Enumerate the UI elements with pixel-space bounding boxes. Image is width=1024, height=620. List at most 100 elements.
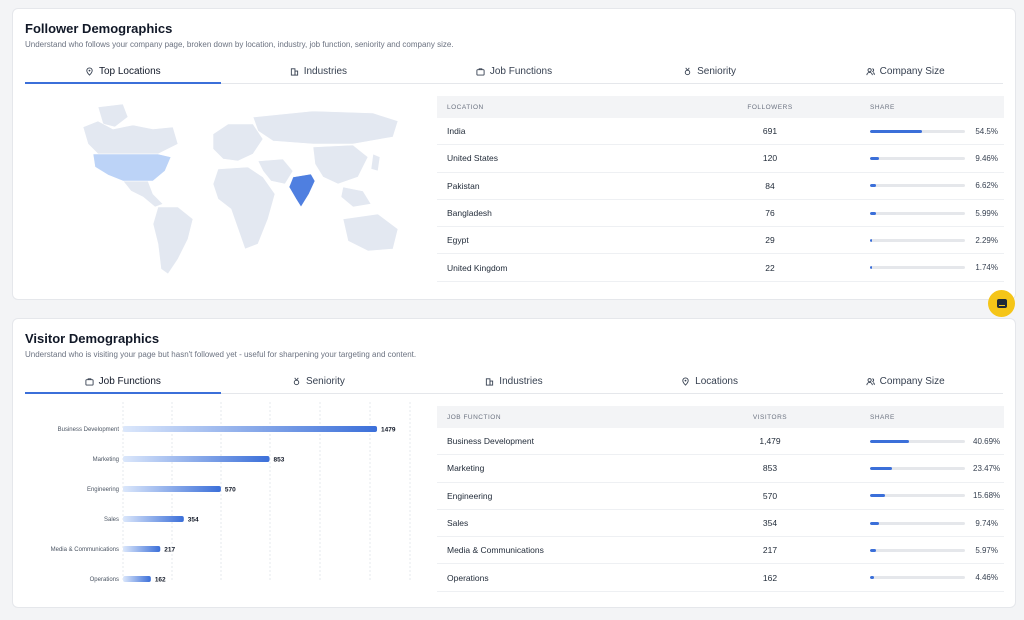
category-label: Engineering <box>87 487 119 493</box>
row-share: 5.99% <box>870 209 1004 218</box>
row-count: 1,479 <box>759 436 781 447</box>
tab-label: Seniority <box>697 65 737 77</box>
table-row: Engineering 570 15.68% <box>437 483 1004 510</box>
row-name: Egypt <box>447 235 469 246</box>
row-name: Sales <box>447 518 469 529</box>
follower-subtitle: Understand who follows your company page… <box>25 40 454 49</box>
column-header: FOLLOWERS <box>747 103 793 111</box>
column-header: JOB FUNCTION <box>447 413 502 421</box>
row-share: 9.46% <box>870 154 1004 163</box>
share-bar-fill <box>870 156 879 160</box>
share-bar-fill <box>870 494 885 498</box>
job-function-bar-chart: Business Development 1479 Marketing 853 Engi… <box>51 402 411 584</box>
visitor-tab-locations[interactable]: Locations <box>612 369 808 393</box>
column-header: SHARE <box>870 413 895 421</box>
share-bar-fill <box>870 129 922 133</box>
share-percent: 5.97% <box>975 545 998 555</box>
row-share: 2.29% <box>870 236 1004 245</box>
share-bar <box>870 548 965 552</box>
bar-value-label: 570 <box>225 487 236 494</box>
row-name: Business Development <box>447 436 534 447</box>
category-label: Marketing <box>93 457 119 463</box>
follower-tab-seniority[interactable]: Seniority <box>612 59 808 83</box>
row-share: 5.97% <box>870 546 1004 555</box>
row-name: Bangladesh <box>447 208 492 219</box>
share-bar <box>870 439 965 443</box>
chat-button[interactable] <box>988 290 1015 317</box>
follower-tab-company-size[interactable]: Company Size <box>807 59 1003 83</box>
table-row: Business Development 1,479 40.69% <box>437 428 1004 456</box>
row-count: 84 <box>765 180 775 191</box>
column-header: VISITORS <box>752 413 788 421</box>
bar-value-label: 354 <box>188 517 199 524</box>
category-label: Sales <box>104 517 119 523</box>
share-bar-fill <box>870 184 877 188</box>
share-bar <box>870 129 965 133</box>
share-bar <box>870 466 965 470</box>
table-row: Bangladesh 76 5.99% <box>437 200 1004 228</box>
building-icon <box>290 67 299 76</box>
column-header: SHARE <box>870 103 895 111</box>
column-header: LOCATION <box>447 103 484 111</box>
users-icon <box>866 377 875 386</box>
visitor-tab-company-size[interactable]: Company Size <box>807 369 1003 393</box>
row-share: 40.69% <box>870 437 1004 446</box>
bar-value-label: 162 <box>155 577 166 584</box>
tab-label: Job Functions <box>489 65 553 77</box>
row-share: 1.74% <box>870 263 1004 272</box>
row-count: 354 <box>762 518 778 529</box>
map-southeast-asia <box>340 186 372 208</box>
visitor-tab-seniority[interactable]: Seniority <box>221 369 417 393</box>
table-row: Marketing 853 23.47% <box>437 455 1004 483</box>
row-name: Pakistan <box>447 180 480 191</box>
row-count: 29 <box>765 235 775 246</box>
follower-demographics-card: Follower Demographics Understand who fol… <box>12 8 1016 300</box>
share-bar <box>870 156 965 160</box>
bar <box>123 516 184 522</box>
bar <box>123 426 378 432</box>
share-percent: 5.99% <box>975 208 998 218</box>
table-row: United States 120 9.46% <box>437 145 1004 173</box>
share-bar-fill <box>870 238 873 242</box>
follower-tab-industries[interactable]: Industries <box>221 59 417 83</box>
map-australia <box>342 213 399 252</box>
bar <box>123 576 151 582</box>
share-percent: 9.46% <box>975 153 998 163</box>
map-middle-east <box>257 158 294 185</box>
users-icon <box>866 67 875 76</box>
map-india <box>288 173 316 208</box>
share-bar-fill <box>870 521 880 525</box>
map-south-america <box>152 206 194 275</box>
table-header: JOB FUNCTION VISITORS SHARE <box>437 406 1004 428</box>
bar <box>123 456 270 462</box>
map-canada <box>82 120 179 155</box>
share-percent: 4.46% <box>975 573 998 583</box>
briefcase-icon <box>85 377 94 386</box>
row-name: Operations <box>447 572 489 583</box>
visitors-table: JOB FUNCTION VISITORS SHARE Business Develo… <box>437 406 1004 592</box>
map-russia <box>252 110 399 145</box>
visitor-tab-job-functions[interactable]: Job Functions <box>25 369 221 394</box>
row-share: 54.5% <box>870 127 1004 136</box>
building-icon <box>485 377 494 386</box>
follower-tab-job-functions[interactable]: Job Functions <box>416 59 612 83</box>
table-row: India 691 54.5% <box>437 118 1004 146</box>
medal-icon <box>683 67 692 76</box>
visitor-title: Visitor Demographics <box>25 331 160 346</box>
tab-label: Company Size <box>879 65 945 77</box>
map-usa <box>92 153 172 182</box>
share-bar <box>870 521 965 525</box>
table-row: Sales 354 9.74% <box>437 510 1004 538</box>
share-percent: 54.5% <box>975 126 998 136</box>
follower-tab-top-locations[interactable]: Top Locations <box>25 59 221 84</box>
share-percent: 1.74% <box>975 263 998 273</box>
tab-label: Industries <box>303 65 348 77</box>
row-count: 76 <box>765 208 775 219</box>
share-bar <box>870 211 965 215</box>
tab-label: Seniority <box>305 375 345 387</box>
row-share: 4.46% <box>870 573 1004 582</box>
table-row: Operations 162 4.46% <box>437 564 1004 592</box>
row-name: Marketing <box>447 463 485 474</box>
table-row: Pakistan 84 6.62% <box>437 173 1004 200</box>
visitor-tab-industries[interactable]: Industries <box>416 369 612 393</box>
